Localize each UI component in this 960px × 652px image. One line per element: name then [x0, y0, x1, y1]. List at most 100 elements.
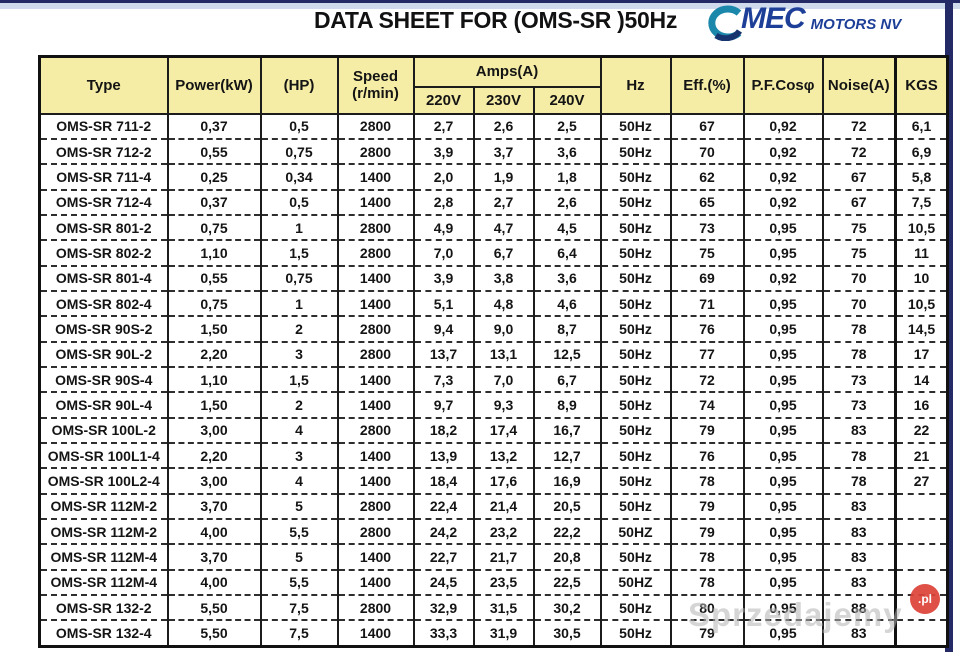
cell-amps-230v: 9,3	[472, 391, 535, 419]
cell-pf-cos-phi: 0,92	[742, 264, 824, 292]
col-header-hp: (HP)	[259, 55, 339, 115]
cell-amps-220v: 13,9	[412, 441, 475, 470]
omec-motors-logo: MEC MOTORS NV	[703, 3, 901, 41]
cell-amps-230v: 4,7	[472, 213, 535, 242]
cell-noise-a: 83	[821, 492, 897, 521]
cell-amps-230v: 2,6	[472, 112, 535, 140]
cell-amps-230v: 3,8	[472, 264, 535, 292]
cell-amps-230v: 17,6	[472, 467, 535, 495]
cell-amps-240v: 2,5	[532, 112, 602, 140]
cell-hz: 50Hz	[599, 365, 672, 394]
cell-pf-cos-phi: 0,95	[742, 517, 824, 546]
col-header-220v: 220V	[412, 85, 475, 115]
cell-speed: 1400	[336, 289, 415, 318]
cell-amps-240v: 12,5	[532, 340, 602, 368]
cell-eff-pct: 77	[669, 340, 745, 368]
cell-type: OMS-SR 90S-4	[38, 365, 169, 394]
cell-amps-240v: 6,7	[532, 365, 602, 394]
col-header-eff: Eff.(%)	[669, 55, 745, 115]
cell-amps-220v: 7,0	[412, 239, 475, 267]
cell-type: OMS-SR 112M-4	[38, 568, 169, 597]
cell-eff-pct: 76	[669, 315, 745, 343]
cell-amps-240v: 30,5	[532, 619, 602, 648]
cell-power-kw: 0,55	[166, 137, 262, 166]
cell-noise-a: 78	[821, 467, 897, 495]
col-header-hz: Hz	[599, 55, 672, 115]
cell-noise-a: 67	[821, 188, 897, 216]
cell-hz: 50Hz	[599, 619, 672, 648]
cell-eff-pct: 71	[669, 289, 745, 318]
cell-kgs	[894, 543, 949, 571]
cell-hp: 4	[259, 467, 339, 495]
cell-amps-220v: 3,9	[412, 264, 475, 292]
cell-hp: 2	[259, 391, 339, 419]
cell-hz: 50HZ	[599, 517, 672, 546]
col-header-type: Type	[38, 55, 169, 115]
cell-kgs: 6,9	[894, 137, 949, 166]
cell-eff-pct: 72	[669, 365, 745, 394]
cell-noise-a: 73	[821, 391, 897, 419]
cell-amps-230v: 9,0	[472, 315, 535, 343]
cell-noise-a: 72	[821, 137, 897, 166]
cell-speed: 2800	[336, 213, 415, 242]
cell-eff-pct: 78	[669, 568, 745, 597]
cell-amps-240v: 8,9	[532, 391, 602, 419]
cell-amps-240v: 3,6	[532, 264, 602, 292]
cell-amps-220v: 4,9	[412, 213, 475, 242]
col-header-kgs: KGS	[894, 55, 949, 115]
cell-pf-cos-phi: 0,95	[742, 340, 824, 368]
cell-eff-pct: 76	[669, 441, 745, 470]
cell-eff-pct: 79	[669, 619, 745, 648]
cell-kgs: 21	[894, 441, 949, 470]
cell-power-kw: 2,20	[166, 340, 262, 368]
cell-amps-240v: 22,5	[532, 568, 602, 597]
cell-noise-a: 72	[821, 112, 897, 140]
cell-kgs: 17	[894, 340, 949, 368]
cell-pf-cos-phi: 0,95	[742, 594, 824, 622]
cell-eff-pct: 79	[669, 517, 745, 546]
cell-amps-220v: 5,1	[412, 289, 475, 318]
cell-amps-220v: 2,8	[412, 188, 475, 216]
table-row: OMS-SR 100L2-4 3,00 4 1400 18,4 17,6 16,9 50Hz 7…	[38, 467, 949, 495]
cell-kgs: 22	[894, 416, 949, 444]
cell-type: OMS-SR 712-2	[38, 137, 169, 166]
cell-amps-230v: 31,9	[472, 619, 535, 648]
cell-type: OMS-SR 112M-2	[38, 517, 169, 546]
cell-kgs	[894, 619, 949, 648]
cell-pf-cos-phi: 0,95	[742, 289, 824, 318]
cell-power-kw: 1,50	[166, 315, 262, 343]
cell-amps-230v: 13,2	[472, 441, 535, 470]
right-border-line	[945, 0, 953, 652]
cell-hz: 50Hz	[599, 188, 672, 216]
cell-amps-220v: 33,3	[412, 619, 475, 648]
cell-hp: 1,5	[259, 239, 339, 267]
cell-amps-220v: 13,7	[412, 340, 475, 368]
table-row: OMS-SR 801-2 0,75 1 2800 4,9 4,7 4,5 50Hz 73 0,95…	[38, 213, 949, 242]
cell-power-kw: 5,50	[166, 619, 262, 648]
table-row: OMS-SR 112M-2 3,70 5 2800 22,4 21,4 20,5 50Hz 79…	[38, 492, 949, 521]
cell-amps-240v: 16,7	[532, 416, 602, 444]
cell-amps-240v: 3,6	[532, 137, 602, 166]
cell-amps-230v: 31,5	[472, 594, 535, 622]
cell-hp: 5,5	[259, 568, 339, 597]
cell-hp: 1,5	[259, 365, 339, 394]
cell-kgs: 10	[894, 264, 949, 292]
cell-type: OMS-SR 802-2	[38, 239, 169, 267]
table-row: OMS-SR 711-4 0,25 0,34 1400 2,0 1,9 1,8 50Hz 62 0…	[38, 163, 949, 191]
cell-hz: 50Hz	[599, 416, 672, 444]
cell-speed: 1400	[336, 619, 415, 648]
cell-power-kw: 0,37	[166, 112, 262, 140]
cell-amps-240v: 30,2	[532, 594, 602, 622]
cell-eff-pct: 74	[669, 391, 745, 419]
cell-hz: 50Hz	[599, 112, 672, 140]
table-row: OMS-SR 711-2 0,37 0,5 2800 2,7 2,6 2,5 50Hz 67 0,…	[38, 112, 949, 140]
cell-type: OMS-SR 801-2	[38, 213, 169, 242]
cell-speed: 1400	[336, 264, 415, 292]
cell-hz: 50Hz	[599, 163, 672, 191]
cell-power-kw: 0,37	[166, 188, 262, 216]
col-header-power: Power(kW)	[166, 55, 262, 115]
table-header: Type Power(kW) (HP) Speed (r/min) Amps(A)…	[38, 55, 949, 115]
cell-hz: 50Hz	[599, 137, 672, 166]
page-title: DATA SHEET FOR (OMS-SR )50Hz	[314, 7, 678, 33]
cell-amps-240v: 4,5	[532, 213, 602, 242]
